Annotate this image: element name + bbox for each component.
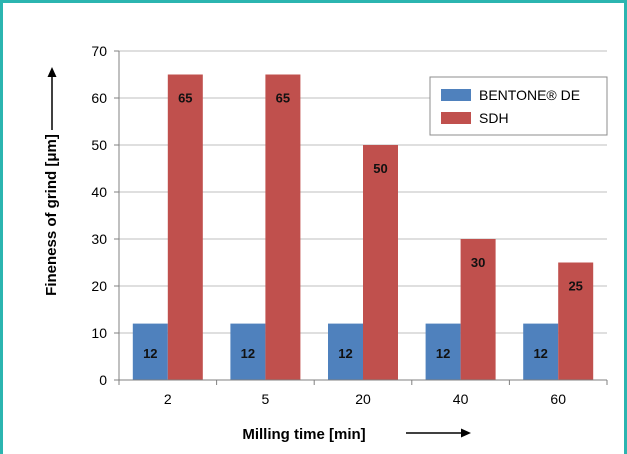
x-tick-labels: 2 5 20 40 60: [164, 391, 566, 407]
y-tick-label: 10: [91, 325, 107, 341]
legend: BENTONE® DE SDH: [429, 76, 608, 136]
legend-box: [429, 76, 608, 136]
bar-sdh: [265, 74, 301, 380]
x-tick-label: 40: [453, 391, 469, 407]
bar-sdh: [558, 262, 594, 380]
data-label-bentone: 12: [143, 346, 157, 361]
data-label-bentone: 12: [436, 346, 450, 361]
data-label-sdh: 30: [471, 255, 485, 270]
bar-bentone: [230, 323, 266, 380]
bar-sdh: [363, 145, 398, 380]
bar-bentone: [425, 323, 461, 380]
data-labels: 12 65 12 65 12 50 12 30 12 25: [143, 91, 583, 362]
y-axis-title-group: Fineness of grind [μm]: [43, 134, 60, 296]
x-axis-arrow: [406, 428, 471, 438]
legend-swatch-sdh: [441, 112, 471, 124]
bar-bentone: [328, 323, 363, 380]
legend-swatch-bentone: [441, 89, 471, 101]
data-label-sdh: 65: [276, 91, 290, 106]
x-tick-label: 60: [550, 391, 566, 407]
y-tick-label: 0: [99, 372, 107, 388]
x-tick-label: 5: [262, 391, 270, 407]
legend-label-sdh: SDH: [479, 110, 509, 126]
bar-bentone: [132, 323, 168, 380]
y-axis-title: Fineness of grind [μm]: [43, 134, 60, 296]
bar-bentone: [523, 323, 559, 380]
y-axis-arrow: [47, 67, 57, 130]
x-axis-title: Milling time [min]: [242, 426, 365, 443]
data-label-sdh: 65: [178, 91, 192, 106]
y-tick-label: 20: [91, 278, 107, 294]
bar-sdh: [460, 239, 496, 380]
legend-label-bentone: BENTONE® DE: [479, 87, 580, 103]
y-tick-label: 70: [91, 43, 107, 59]
data-label-bentone: 12: [241, 346, 255, 361]
data-label-bentone: 12: [338, 346, 352, 361]
data-label-sdh: 25: [568, 279, 582, 294]
data-label-sdh: 50: [373, 161, 387, 176]
x-tick-label: 2: [164, 391, 172, 407]
y-tick-label: 40: [91, 184, 107, 200]
y-tick-label: 30: [91, 231, 107, 247]
y-tick-labels: 0 10 20 30 40 50 60 70: [91, 43, 107, 388]
data-label-bentone: 12: [533, 346, 547, 361]
y-tick-label: 60: [91, 90, 107, 106]
bars: [132, 74, 594, 380]
x-tick-label: 20: [355, 391, 371, 407]
axes: [114, 50, 608, 385]
y-tick-label: 50: [91, 137, 107, 153]
bar-sdh: [167, 74, 203, 380]
